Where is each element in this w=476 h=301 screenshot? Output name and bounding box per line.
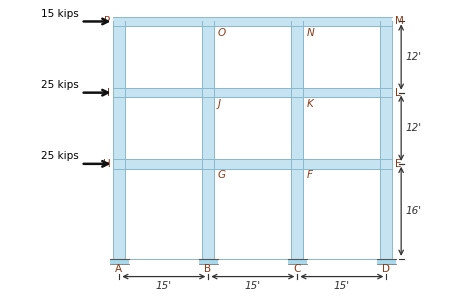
Text: 15': 15' [245,281,261,291]
Text: G: G [217,170,225,180]
Text: 15 kips: 15 kips [41,9,79,19]
Text: 15': 15' [156,281,172,291]
Text: I: I [108,88,110,98]
Bar [110,259,129,264]
Text: H: H [103,159,110,169]
Text: N: N [306,28,314,38]
Text: C: C [293,263,300,274]
Bar [125,169,202,259]
Bar [380,21,392,259]
Bar [288,259,307,264]
Bar [303,26,380,88]
Text: L: L [395,88,401,98]
Text: K: K [306,99,313,109]
Text: 15': 15' [334,281,350,291]
Bar [303,169,380,259]
Bar [125,26,202,88]
Bar [113,21,125,259]
Text: F: F [306,170,312,180]
Bar [202,21,214,259]
Text: 25 kips: 25 kips [41,80,79,90]
Bar [113,17,392,26]
Text: A: A [115,263,122,274]
Text: 25 kips: 25 kips [41,151,79,161]
Text: M: M [395,17,404,26]
Bar [125,98,202,159]
Text: E: E [395,159,402,169]
Text: 16': 16' [405,206,421,216]
Bar [113,159,392,169]
Bar [214,169,291,259]
Bar [113,88,392,98]
Bar [214,26,291,88]
Bar [291,21,303,259]
Text: D: D [382,263,390,274]
Bar [377,259,396,264]
Text: O: O [217,28,225,38]
Text: 12': 12' [405,52,421,62]
Text: P: P [104,17,110,26]
Bar [303,98,380,159]
Text: J: J [217,99,220,109]
Bar [199,259,218,264]
Text: 12': 12' [405,123,421,133]
Text: B: B [204,263,211,274]
Bar [214,98,291,159]
